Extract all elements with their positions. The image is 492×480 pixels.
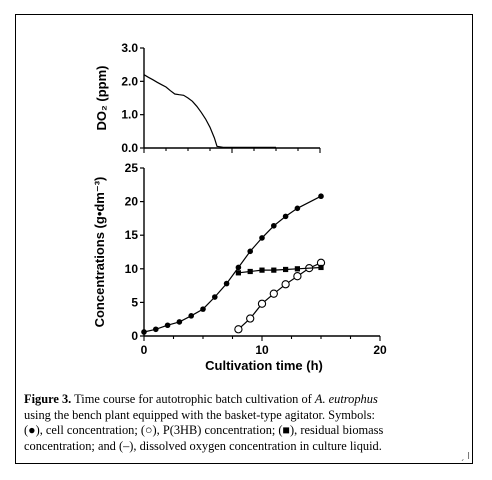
cell-concentration-point	[153, 326, 159, 333]
cell-concentration-point	[271, 222, 277, 229]
conc-x-tick-label: 20	[373, 343, 387, 357]
residual-biomass-point	[294, 266, 300, 272]
conc-y-tick-label: 0	[131, 329, 138, 343]
conc-y-tick-label: 20	[125, 195, 139, 209]
p3hb-concentration-point	[234, 325, 243, 334]
do2-y-tick-label: 0.0	[121, 141, 138, 155]
p3hb-concentration-point	[269, 289, 278, 298]
conc-y-tick-label: 10	[125, 262, 139, 276]
caption-text-1: Time course for autotrophic batch cultiv…	[74, 392, 315, 406]
p3hb-concentration-point	[257, 299, 267, 308]
do2-y-axis-title: DO₂ (ppm)	[94, 66, 109, 131]
p3hb-concentration-point	[246, 314, 255, 323]
cell-concentration-point	[164, 322, 171, 329]
residual-biomass-point	[259, 267, 265, 273]
residual-biomass-point	[271, 267, 277, 273]
cell-concentration-point	[318, 193, 324, 200]
caption-text-3: (●), cell concentration; (○), P(3HB) con…	[24, 423, 384, 438]
cell-concentration-point	[235, 264, 242, 271]
cell-concentration-point	[212, 294, 218, 300]
conc-y-axis-title: Concentrations (g•dm⁻³)	[92, 177, 107, 328]
do2-panel: 0.0 1.0 2.0 3.0 DO₂ (ppm)	[94, 41, 321, 155]
residual-biomass-point	[283, 266, 289, 273]
figure-label: Figure 3.	[24, 392, 72, 406]
cell-concentration-point	[141, 329, 147, 335]
conc-y-tick-label: 25	[125, 161, 139, 175]
conc-x-tick-label: 0	[141, 343, 148, 357]
residual-biomass-point	[235, 270, 241, 276]
conc-y-tick-label: 15	[125, 228, 139, 242]
cell-concentration-point	[282, 213, 289, 220]
do2-y-tick-label: 3.0	[121, 41, 138, 55]
cell-concentration-point	[223, 280, 230, 287]
cell-concentration-point	[188, 313, 194, 319]
caption-species: A. eutrophus	[314, 392, 378, 406]
caption-text-2: using the bench plant equipped with the …	[24, 407, 376, 422]
cell-concentration-point	[294, 205, 301, 212]
cell-concentration-point	[247, 248, 253, 255]
do2-y-tick-label: 1.0	[121, 108, 138, 122]
concentration-panel: 0 5 10 15 20 25 0 10 20 Concentrations (g•dm⁻³) Cu…	[92, 161, 387, 373]
cell-concentration-point	[200, 306, 206, 312]
figure-caption: Figure 3. Time course for autotrophic ba…	[24, 392, 466, 454]
conc-x-tick-label: 10	[255, 343, 269, 357]
figure-frame	[15, 14, 473, 464]
residual-biomass-point	[318, 264, 324, 271]
do2-series-0-line	[143, 74, 276, 148]
caption-text-4: concentration; and (–), dissolved oxygen…	[24, 438, 382, 453]
cell-concentration-point	[176, 319, 183, 325]
p3hb-concentration-point	[281, 280, 290, 289]
p3hb-concentration-point	[293, 272, 302, 281]
conc-series-0-line	[143, 195, 322, 333]
corner-mark: ˏ l	[460, 452, 470, 462]
do2-y-tick-label: 2.0	[121, 74, 138, 88]
cell-concentration-point	[259, 235, 265, 241]
conc-y-tick-label: 5	[131, 295, 138, 309]
figure-plots: 0.0 1.0 2.0 3.0 DO₂ (ppm) 0 5 10 15 20 25 0 10 20 Con…	[92, 41, 387, 373]
conc-x-axis-title: Cultivation time (h)	[205, 358, 323, 373]
residual-biomass-point	[247, 268, 253, 275]
